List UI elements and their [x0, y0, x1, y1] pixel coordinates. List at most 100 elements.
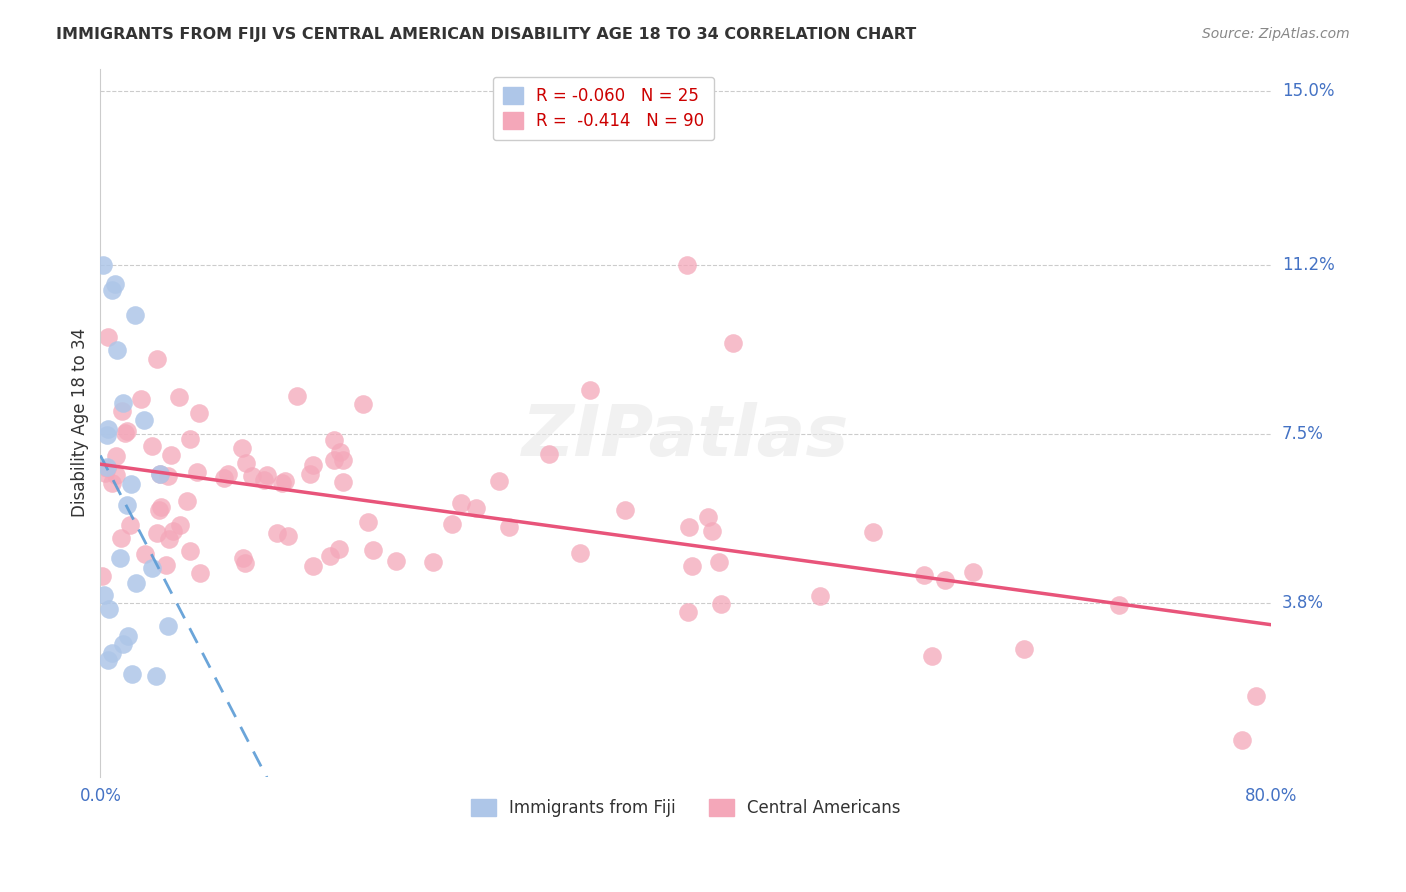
Point: [285, 389, 308, 403]
Point: [104, 277, 127, 292]
Point: [149, 467, 172, 482]
Point: [156, 469, 179, 483]
Point: [384, 554, 406, 568]
Point: [302, 558, 325, 573]
Point: [322, 433, 344, 447]
Point: [157, 619, 180, 633]
Point: [169, 517, 191, 532]
Point: [252, 473, 274, 487]
Point: [678, 520, 700, 534]
Point: [148, 503, 170, 517]
Point: [1230, 733, 1253, 747]
Point: [117, 424, 139, 438]
Point: [93, 588, 115, 602]
Point: [146, 351, 169, 366]
Point: [110, 531, 132, 545]
Point: [91, 569, 114, 583]
Point: [141, 439, 163, 453]
Point: [114, 425, 136, 440]
Point: [186, 465, 208, 479]
Point: [125, 576, 148, 591]
Point: [118, 517, 141, 532]
Point: [160, 448, 183, 462]
Point: [96, 459, 118, 474]
Point: [97, 329, 120, 343]
Point: [110, 551, 132, 566]
Point: [105, 343, 128, 357]
Point: [921, 648, 943, 663]
Point: [101, 647, 124, 661]
Point: [97, 652, 120, 666]
Point: [700, 524, 723, 538]
Point: [167, 390, 190, 404]
Point: [450, 496, 472, 510]
Point: [120, 477, 142, 491]
Point: [498, 520, 520, 534]
Point: [141, 560, 163, 574]
Point: [91, 258, 114, 272]
Point: [97, 422, 120, 436]
Point: [465, 501, 488, 516]
Point: [233, 557, 256, 571]
Point: [117, 629, 139, 643]
Text: ZIPatlas: ZIPatlas: [522, 402, 849, 471]
Point: [1246, 689, 1268, 703]
Point: [111, 637, 134, 651]
Point: [361, 543, 384, 558]
Legend: Immigrants from Fiji, Central Americans: Immigrants from Fiji, Central Americans: [463, 790, 910, 825]
Point: [157, 532, 180, 546]
Point: [187, 406, 209, 420]
Point: [176, 493, 198, 508]
Point: [721, 335, 744, 350]
Point: [681, 559, 703, 574]
Text: IMMIGRANTS FROM FIJI VS CENTRAL AMERICAN DISABILITY AGE 18 TO 34 CORRELATION CHA: IMMIGRANTS FROM FIJI VS CENTRAL AMERICAN…: [56, 27, 917, 42]
Point: [329, 444, 352, 458]
Text: 15.0%: 15.0%: [1282, 82, 1334, 101]
Point: [676, 258, 699, 272]
Point: [440, 517, 463, 532]
Point: [422, 555, 444, 569]
Point: [115, 498, 138, 512]
Point: [111, 396, 134, 410]
Point: [94, 466, 117, 480]
Point: [188, 566, 211, 580]
Point: [488, 475, 510, 489]
Point: [231, 441, 253, 455]
Point: [217, 467, 239, 482]
Point: [129, 392, 152, 407]
Point: [231, 551, 253, 566]
Point: [808, 590, 831, 604]
Point: [121, 667, 143, 681]
Y-axis label: Disability Age 18 to 34: Disability Age 18 to 34: [72, 328, 89, 517]
Point: [352, 396, 374, 410]
Point: [101, 283, 124, 297]
Point: [710, 597, 733, 611]
Point: [240, 468, 263, 483]
Point: [150, 500, 173, 514]
Point: [696, 509, 718, 524]
Point: [134, 547, 156, 561]
Point: [145, 669, 167, 683]
Point: [132, 413, 155, 427]
Point: [179, 544, 201, 558]
Point: [302, 458, 325, 472]
Point: [357, 515, 380, 529]
Point: [101, 475, 124, 490]
Text: 3.8%: 3.8%: [1282, 594, 1324, 612]
Point: [1108, 599, 1130, 613]
Point: [274, 474, 297, 488]
Point: [96, 461, 118, 475]
Point: [319, 549, 342, 564]
Point: [709, 555, 731, 569]
Point: [328, 542, 350, 557]
Point: [266, 525, 288, 540]
Point: [111, 404, 134, 418]
Point: [277, 529, 299, 543]
Point: [104, 450, 127, 464]
Text: 7.5%: 7.5%: [1282, 425, 1324, 443]
Point: [678, 605, 700, 619]
Point: [270, 476, 292, 491]
Point: [568, 545, 591, 559]
Point: [179, 432, 201, 446]
Point: [96, 427, 118, 442]
